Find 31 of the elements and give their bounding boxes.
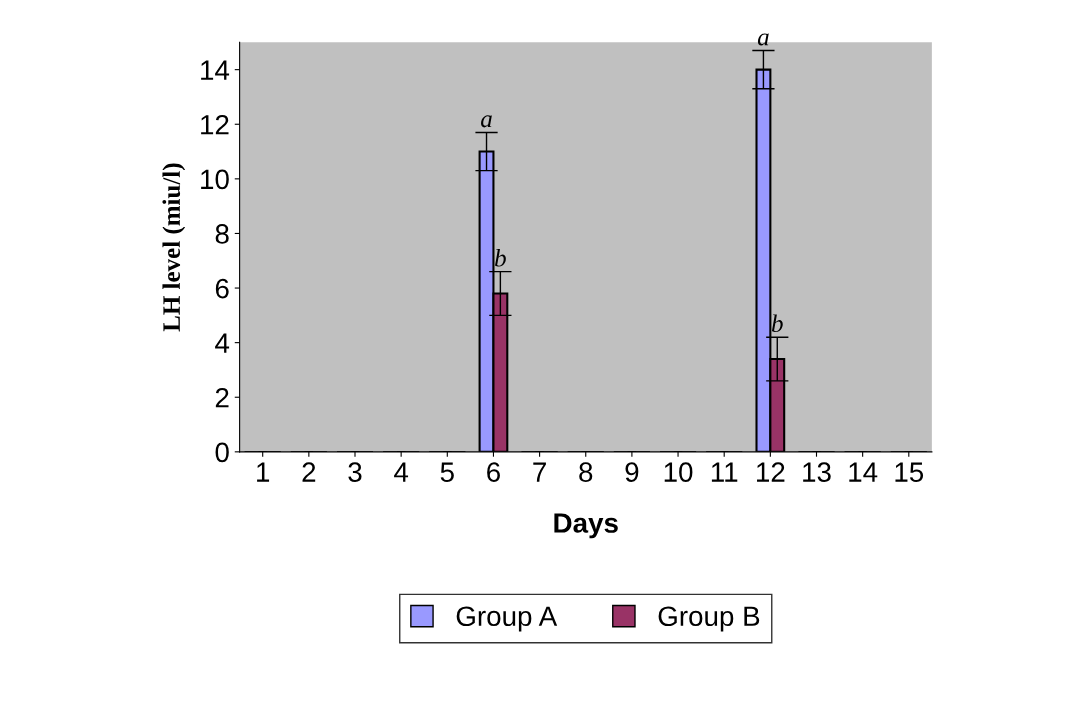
annotation: b xyxy=(771,314,783,333)
x-axis-title: Days xyxy=(554,513,618,539)
y-tick-label: 10 xyxy=(201,169,229,190)
x-tick-label: 13 xyxy=(803,462,831,482)
y-tick-label: 14 xyxy=(201,60,230,80)
x-tick-label: 10 xyxy=(664,462,693,482)
x-tick-label: 4 xyxy=(394,462,409,482)
x-tick-label: 12 xyxy=(757,462,785,482)
y-tick-label: 6 xyxy=(215,278,229,299)
x-tick-label: 14 xyxy=(849,462,878,482)
y-tick-label: 0 xyxy=(215,442,229,463)
y-axis-title: LH level (miu/l) xyxy=(162,163,186,332)
annotation: a xyxy=(481,115,492,128)
x-tick-label: 9 xyxy=(625,462,639,482)
legend-label: Group B xyxy=(658,606,760,632)
y-tick-label: 8 xyxy=(215,224,229,244)
legend-label: Group A xyxy=(456,606,558,632)
y-tick-label: 2 xyxy=(215,387,229,408)
annotation: a xyxy=(757,33,769,46)
x-tick-label: 2 xyxy=(302,462,316,482)
x-tick-label: 7 xyxy=(533,462,546,482)
x-tick-label: 6 xyxy=(487,462,500,482)
x-tick-label: 15 xyxy=(895,462,924,482)
y-tick-label: 12 xyxy=(201,114,229,135)
x-tick-label: 5 xyxy=(440,462,454,482)
x-tick-label: 11 xyxy=(711,462,738,482)
x-tick-label: 3 xyxy=(348,462,362,482)
x-tick-label: 1 xyxy=(257,462,270,482)
annotation: b xyxy=(495,249,506,267)
x-tick-label: 8 xyxy=(579,462,593,482)
y-tick-label: 4 xyxy=(215,333,230,353)
